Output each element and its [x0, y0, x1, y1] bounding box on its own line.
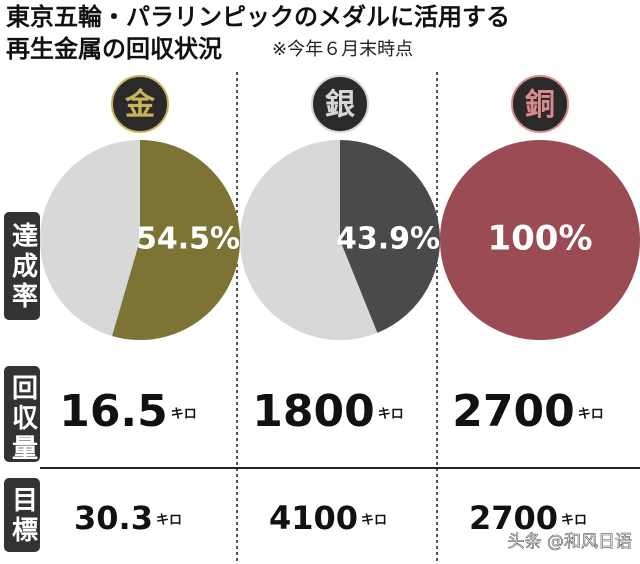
amount-unit: キロ — [561, 513, 587, 528]
amount-value: 2700 — [469, 499, 558, 537]
amount-value: 1800 — [252, 386, 374, 437]
pie-slice — [112, 140, 241, 341]
row-label: 達成率 — [8, 222, 38, 312]
value-label: 100% — [487, 219, 592, 259]
amount: 1800 キロ — [252, 386, 403, 437]
medal — [511, 75, 569, 133]
amount-value: 4100 — [269, 499, 358, 537]
amount-unit: キロ — [361, 513, 387, 528]
subtitle: 再生金属の回収状況 — [6, 35, 222, 63]
amount: 16.5 キロ — [59, 386, 197, 437]
medal — [111, 75, 169, 133]
amount: 4100 キロ — [269, 499, 387, 537]
row-label-box — [4, 212, 40, 320]
value-label: 54.5% — [136, 222, 240, 257]
amount: 30.3 キロ — [74, 499, 182, 537]
medal — [311, 75, 369, 133]
amount: 2700 キロ — [469, 499, 587, 537]
amount-value: 16.5 — [59, 386, 168, 437]
medal-label: 金 — [124, 88, 156, 123]
pie-slice — [440, 140, 640, 340]
amount-unit: キロ — [156, 513, 182, 528]
row-label-box — [4, 478, 40, 552]
watermark: 头条 @和风日语 — [508, 532, 632, 552]
note: ※今年６月末時点 — [272, 39, 413, 60]
pie-slice — [340, 140, 440, 333]
value-label: 43.9% — [336, 222, 440, 257]
medal-label: 銀 — [325, 88, 355, 123]
amount-unit: キロ — [578, 407, 604, 422]
amount-value: 2700 — [452, 386, 574, 437]
amount-unit: キロ — [378, 407, 404, 422]
row-label: 回収量 — [8, 374, 38, 464]
medal-label: 銅 — [525, 88, 555, 123]
amount-unit: キロ — [171, 407, 197, 422]
amount: 2700 キロ — [452, 386, 603, 437]
row-label: 目標 — [8, 486, 38, 546]
title: 東京五輪・パラリンピックのメダルに活用する — [6, 3, 510, 31]
amount-value: 30.3 — [74, 499, 153, 537]
row-label-box — [4, 366, 40, 462]
